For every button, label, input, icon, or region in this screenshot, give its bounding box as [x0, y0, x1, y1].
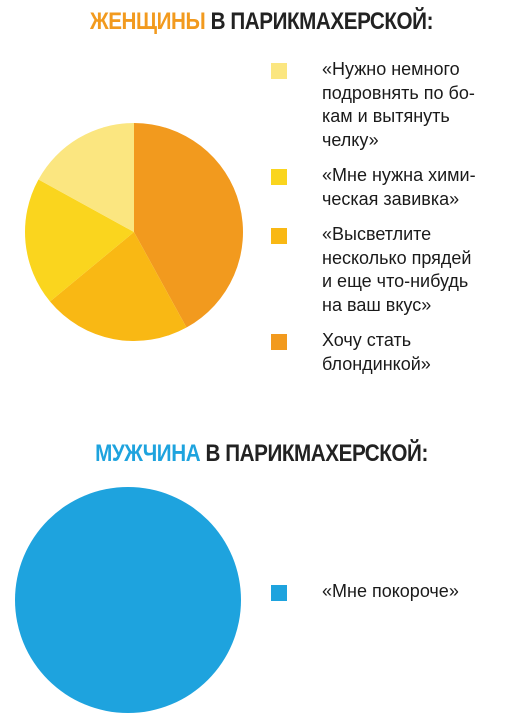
pie-slice: [38, 123, 134, 232]
legend-swatch: [271, 63, 287, 79]
legend-swatch: [271, 585, 287, 601]
pie-slice: [15, 487, 241, 713]
legend-item: «Нужно немного подровнять по бо- кам и в…: [271, 58, 521, 152]
pie-slice: [134, 123, 243, 328]
women-pie-chart: [25, 123, 243, 341]
men-legend: «Мне покороче»: [271, 580, 521, 616]
legend-label: «Мне нужна хими- ческая завивка»: [322, 165, 476, 209]
men-title-rest: В ПАРИКМАХЕРСКОЙ:: [200, 440, 428, 467]
women-chart-title: ЖЕНЩИНЫ В ПАРИКМАХЕРСКОЙ:: [37, 8, 487, 36]
women-legend: «Нужно немного подровнять по бо- кам и в…: [271, 58, 521, 388]
legend-label: «Высветлите несколько прядей и еще что-н…: [322, 224, 472, 315]
legend-item: «Мне нужна хими- ческая завивка»: [271, 164, 521, 211]
legend-item: «Мне покороче»: [271, 580, 521, 604]
legend-item: «Высветлите несколько прядей и еще что-н…: [271, 223, 521, 317]
legend-label: Хочу стать блондинкой»: [322, 330, 431, 374]
legend-item: Хочу стать блондинкой»: [271, 329, 521, 376]
legend-swatch: [271, 169, 287, 185]
legend-label: «Нужно немного подровнять по бо- кам и в…: [322, 59, 475, 150]
men-title-accent: МУЖЧИНА: [95, 440, 201, 467]
men-chart-title: МУЖЧИНА В ПАРИКМАХЕРСКОЙ:: [37, 440, 487, 468]
legend-swatch: [271, 228, 287, 244]
women-title-rest: В ПАРИКМАХЕРСКОЙ:: [205, 8, 434, 35]
legend-swatch: [271, 334, 287, 350]
men-pie-chart: [15, 487, 241, 713]
pie-slice: [25, 179, 135, 302]
pie-slice: [50, 232, 187, 341]
women-title-accent: ЖЕНЩИНЫ: [89, 8, 206, 35]
legend-label: «Мне покороче»: [322, 581, 459, 601]
